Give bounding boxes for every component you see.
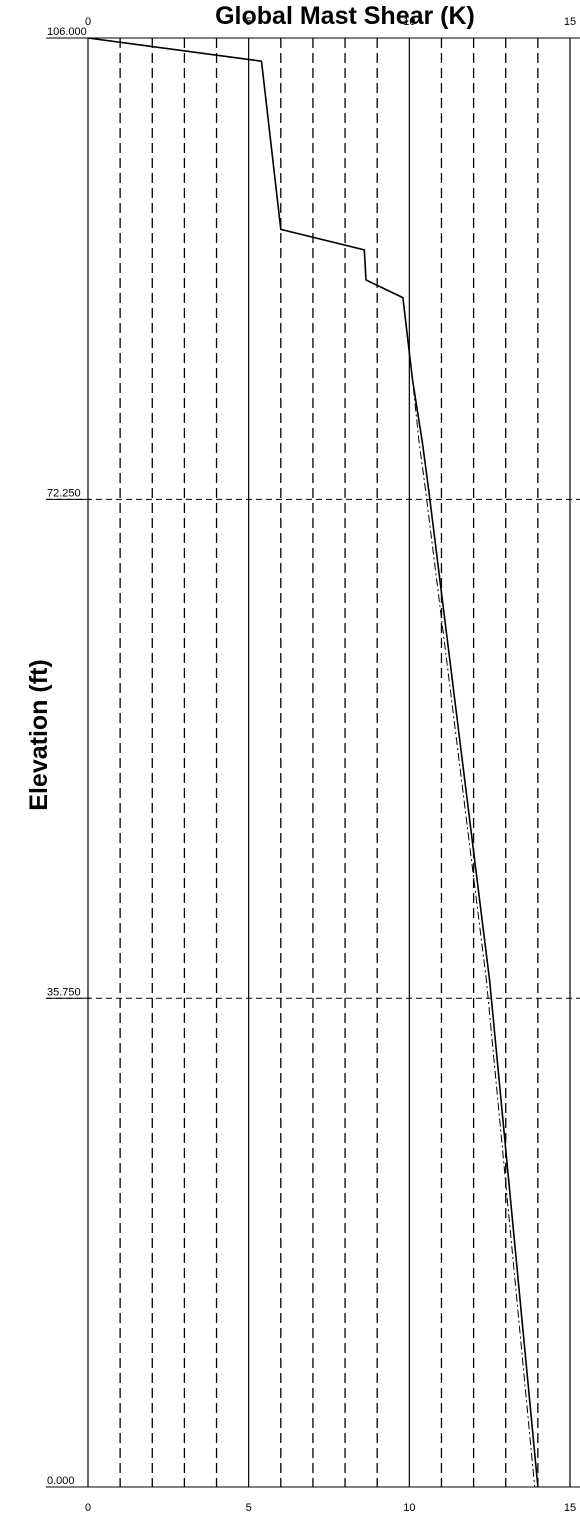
- x-tick-label-bottom: 0: [85, 1502, 91, 1514]
- y-tick-label: 0.000: [47, 1475, 75, 1487]
- y-tick-label: 106.000: [47, 26, 87, 38]
- x-tick-label-top: 0: [85, 16, 91, 28]
- x-tick-label-top: 15: [564, 16, 576, 28]
- series-line-1: [88, 38, 535, 1487]
- x-tick-label-bottom: 5: [246, 1502, 252, 1514]
- y-tick-label: 72.250: [47, 487, 81, 499]
- x-tick-label-top: 10: [403, 16, 415, 28]
- x-tick-label-bottom: 10: [403, 1502, 415, 1514]
- x-tick-label-bottom: 15: [564, 1502, 576, 1514]
- y-tick-label: 35.750: [47, 986, 81, 998]
- x-tick-label-top: 5: [246, 16, 252, 28]
